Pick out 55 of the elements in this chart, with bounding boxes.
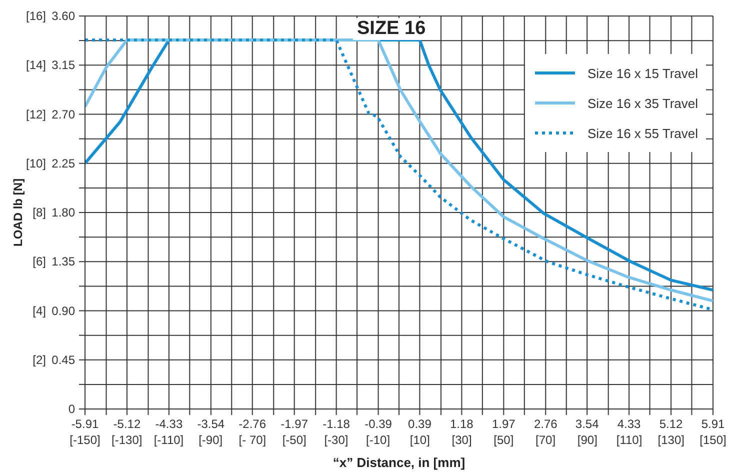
y2-axis-title: LOAD lb [N] bbox=[11, 178, 25, 246]
y-tick-label: 2.70 bbox=[52, 107, 76, 122]
y-tick-label: 0.45 bbox=[52, 352, 76, 367]
y2-tick-label: [10] bbox=[26, 156, 46, 170]
x2-tick-label: [10] bbox=[410, 433, 430, 447]
y2-tick-label: [14] bbox=[26, 58, 46, 72]
x-tick-label: 3.54 bbox=[575, 417, 600, 431]
x2-tick-label: [110] bbox=[616, 433, 642, 447]
x2-tick-label: [150] bbox=[700, 433, 726, 447]
x2-tick-label: [50] bbox=[494, 433, 514, 447]
y2-tick-label: [12] bbox=[26, 107, 46, 122]
x-tick-label: 1.18 bbox=[450, 417, 474, 431]
y2-tick-label: [4] bbox=[32, 304, 46, 318]
x2-tick-label: [-150] bbox=[70, 433, 100, 447]
x2-tick-label: [130] bbox=[658, 433, 684, 447]
x-tick-label: 5.12 bbox=[659, 417, 684, 431]
x-axis-title: “x” Distance, in [mm] bbox=[332, 455, 466, 470]
legend-label: Size 16 x 35 Travel bbox=[587, 96, 698, 110]
x2-tick-label: [-90] bbox=[198, 433, 223, 447]
y-tick-label: 0 bbox=[68, 402, 76, 416]
x-tick-label: 2.76 bbox=[534, 417, 558, 431]
y2-tick-label: [2] bbox=[32, 352, 46, 367]
x2-tick-label: [30] bbox=[452, 433, 472, 447]
x2-tick-label: [- 70] bbox=[238, 433, 266, 447]
y-tick-label: 1.35 bbox=[52, 254, 76, 269]
legend-label: Size 16 x 15 Travel bbox=[587, 66, 698, 80]
x-tick-label: -5.91 bbox=[71, 417, 99, 431]
x-tick-label: 5.91 bbox=[701, 417, 725, 431]
x2-tick-label: [-10] bbox=[366, 433, 390, 447]
x2-tick-label: [70] bbox=[536, 433, 556, 447]
y-tick-label: 3.15 bbox=[52, 58, 76, 72]
x-tick-label: -2.76 bbox=[238, 417, 266, 431]
chart-title: SIZE 16 bbox=[353, 18, 430, 40]
x-tick-label: 1.97 bbox=[492, 417, 516, 431]
x2-tick-label: [-130] bbox=[112, 433, 142, 447]
x2-tick-label: [-110] bbox=[154, 433, 184, 447]
x-tick-label: 0.39 bbox=[408, 417, 432, 431]
x2-tick-label: [-50] bbox=[282, 433, 306, 447]
x-tick-label: -3.54 bbox=[197, 417, 225, 431]
x2-tick-label: [90] bbox=[577, 433, 598, 447]
x-tick-label: -1.97 bbox=[280, 417, 308, 431]
legend-label: Size 16 x 55 Travel bbox=[587, 126, 698, 140]
y-tick-label: 0.90 bbox=[52, 304, 76, 318]
x-tick-label: -1.18 bbox=[322, 417, 350, 431]
x-tick-label: 4.33 bbox=[617, 417, 642, 431]
x-tick-label: -0.39 bbox=[364, 417, 392, 431]
y2-tick-label: [6] bbox=[32, 254, 46, 269]
y-tick-label: 2.25 bbox=[52, 156, 76, 170]
x-tick-label: -4.33 bbox=[155, 417, 183, 431]
y2-tick-label: [8] bbox=[32, 206, 46, 220]
x2-tick-label: [-30] bbox=[324, 433, 348, 447]
y-tick-label: 1.80 bbox=[52, 206, 76, 220]
y-tick-label: 3.60 bbox=[52, 9, 76, 23]
y2-tick-label: [16] bbox=[26, 9, 46, 23]
x-tick-label: -5.12 bbox=[113, 417, 141, 431]
